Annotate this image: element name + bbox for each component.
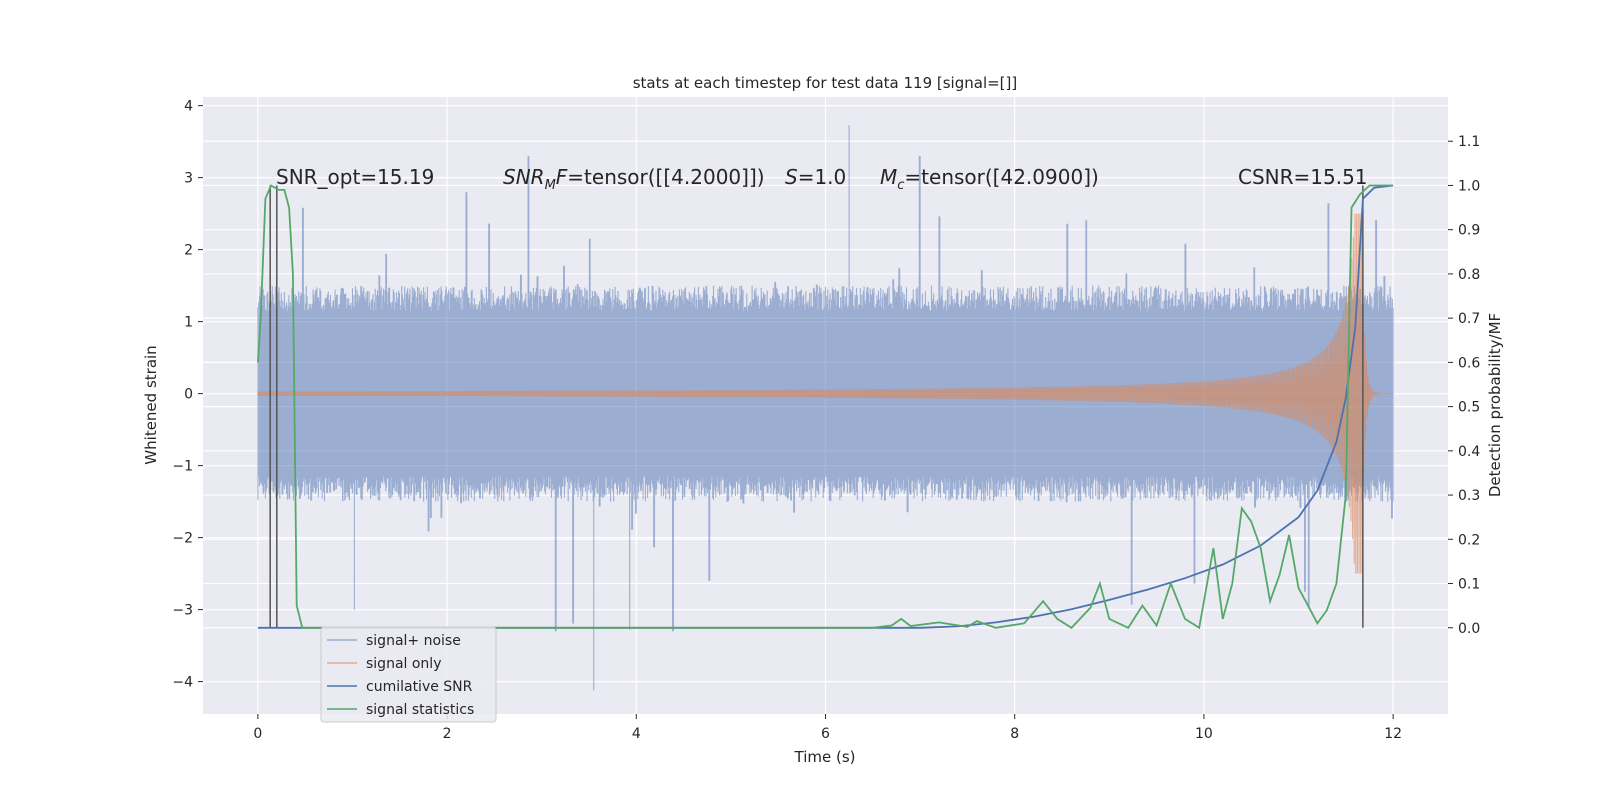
signal-only-trace — [257, 213, 1394, 574]
annotation-csnr: CSNR=15.51 — [1238, 165, 1368, 189]
y-tick-label: 1 — [184, 315, 193, 331]
x-axis-label: Time (s) — [794, 748, 856, 766]
x-tick-label: 4 — [632, 726, 641, 742]
y-axis-label: Whitened strain — [142, 345, 160, 464]
x-tick-label: 6 — [821, 726, 830, 742]
y2-tick-label: 0.2 — [1458, 532, 1480, 548]
y-tick-label: 0 — [184, 387, 193, 403]
y-tick-label: −1 — [172, 459, 193, 475]
y2-tick-label: 1.1 — [1458, 134, 1480, 150]
x-tick-label: 10 — [1195, 726, 1213, 742]
y2-tick-label: 0.1 — [1458, 577, 1480, 593]
cumulative-snr-line — [257, 184, 1394, 629]
y2-tick-label: 0.5 — [1458, 400, 1480, 416]
legend-label-csnr: cumilative SNR — [366, 679, 473, 695]
annotation-snr-opt: SNR_opt=15.19 — [276, 165, 434, 189]
legend-label-signal: signal only — [366, 656, 441, 672]
annotations: SNR_opt=15.19 SNRMF=tensor([[4.2000]]) S… — [276, 165, 1368, 193]
legend-box — [320, 626, 497, 723]
y-tick-label: 4 — [184, 99, 193, 115]
legend: signal+ noise signal only cumilative SNR… — [320, 626, 497, 723]
vertical-lines — [269, 185, 1364, 628]
y2-tick-label: 1.0 — [1458, 178, 1480, 194]
y-tick-label: 2 — [184, 243, 193, 259]
annotation-mc: Mc=tensor([42.0900]) — [880, 165, 1099, 193]
ticks: 0 2 4 6 8 10 12−4−3−2−1012340.00.10.20.30.40.5… — [172, 99, 1480, 742]
legend-label-stats: signal statistics — [366, 702, 474, 718]
signal-series — [257, 213, 1394, 574]
x-tick-label: 12 — [1384, 726, 1402, 742]
y2-tick-label: 0.3 — [1458, 488, 1480, 504]
y2-tick-label: 0.9 — [1458, 223, 1480, 239]
x-tick-label: 0 — [253, 726, 262, 742]
x-tick-label: 8 — [1010, 726, 1019, 742]
y2-tick-label: 0.4 — [1458, 444, 1480, 460]
y-tick-label: −4 — [172, 675, 193, 691]
x-tick-label: 2 — [443, 726, 452, 742]
annotation-snr-mf: SNRMF=tensor([[4.2000]]) — [503, 165, 765, 193]
annotation-s: S=1.0 — [785, 165, 846, 189]
y2-tick-label: 0.7 — [1458, 311, 1480, 327]
y-tick-label: 3 — [184, 171, 193, 187]
chart-title: stats at each timestep for test data 119… — [633, 74, 1018, 92]
y-tick-label: −3 — [172, 603, 193, 619]
y2-axis-label: Detection probability/MF — [1486, 313, 1504, 497]
y-tick-label: −2 — [172, 531, 193, 547]
legend-label-noise: signal+ noise — [366, 633, 461, 649]
y2-tick-label: 0.6 — [1458, 355, 1480, 371]
y2-tick-label: 0.0 — [1458, 621, 1480, 637]
signal-statistics-line — [257, 184, 1394, 630]
y2-tick-label: 0.8 — [1458, 267, 1480, 283]
line-series — [257, 184, 1394, 630]
